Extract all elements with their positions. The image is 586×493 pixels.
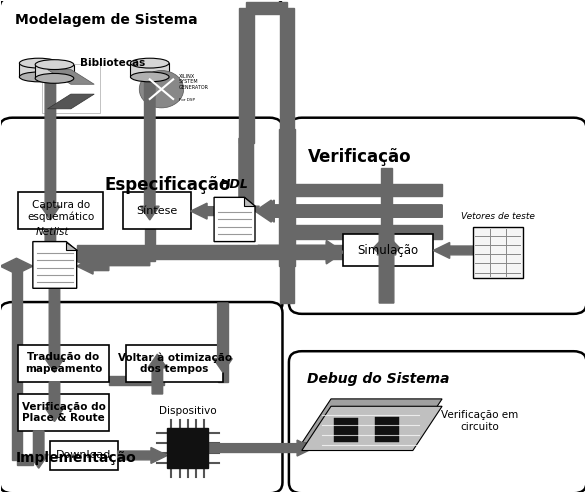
FancyArrow shape [233,139,260,220]
Bar [18,192,103,229]
Text: Dispositivo: Dispositivo [159,406,217,416]
Text: Debug do Sistema: Debug do Sistema [306,372,449,386]
Bar [77,246,343,257]
Ellipse shape [35,60,74,70]
Bar [19,63,58,77]
Text: Bibliotecas: Bibliotecas [80,58,145,68]
Bar [217,303,228,382]
FancyArrow shape [118,448,168,463]
FancyArrow shape [45,288,64,372]
Bar [239,8,254,143]
FancyArrow shape [77,258,109,274]
Bar [168,428,208,468]
Bar [17,456,33,465]
Bar [279,129,295,266]
Ellipse shape [19,72,58,82]
Text: Modelagem de Sistema: Modelagem de Sistema [15,13,198,27]
Ellipse shape [131,72,169,82]
Text: HDL: HDL [220,178,249,191]
Bar [381,168,392,234]
Bar [42,64,100,113]
Ellipse shape [35,73,74,83]
FancyArrow shape [45,382,64,422]
FancyBboxPatch shape [289,351,586,493]
Text: Voltar à otimização
dos tempos: Voltar à otimização dos tempos [118,352,231,374]
Text: Simulação: Simulação [357,244,418,257]
Bar [18,394,109,431]
Text: Verificação em
circuito: Verificação em circuito [441,410,519,432]
Polygon shape [47,70,94,84]
Text: Verificação: Verificação [308,148,411,166]
Ellipse shape [131,58,169,68]
FancyArrow shape [190,203,214,219]
Bar [131,63,169,77]
FancyArrow shape [373,234,400,303]
Bar [18,345,109,382]
FancyArrow shape [213,303,232,372]
Text: Netlist: Netlist [36,227,69,237]
FancyArrow shape [15,258,33,274]
Polygon shape [244,197,255,206]
Bar [287,184,442,196]
Text: Especificação: Especificação [104,176,230,194]
Bar [35,65,74,78]
FancyArrow shape [41,79,60,220]
FancyBboxPatch shape [0,302,282,493]
FancyBboxPatch shape [0,118,282,314]
FancyArrow shape [208,440,314,456]
Polygon shape [66,242,77,250]
Text: Vetores de teste: Vetores de teste [461,212,535,221]
Bar [473,227,523,279]
Bar [12,269,22,460]
Bar [145,229,155,261]
Bar [127,345,223,382]
Ellipse shape [19,58,58,68]
FancyArrow shape [261,242,343,264]
Bar [246,2,287,14]
Text: Download: Download [56,451,112,460]
FancyArrow shape [140,78,159,220]
Polygon shape [302,406,442,451]
Bar [77,246,343,259]
FancyArrow shape [258,200,442,222]
Bar [334,418,359,442]
FancyBboxPatch shape [0,0,282,130]
Bar [343,234,433,266]
FancyArrow shape [148,354,167,394]
Bar [109,376,165,385]
Text: Verificação do
Place & Route: Verificação do Place & Route [22,402,105,423]
FancyArrow shape [77,253,150,269]
Bar [280,8,294,303]
FancyArrow shape [255,200,442,222]
Polygon shape [47,94,94,109]
Bar [50,441,118,470]
Text: For DSP: For DSP [179,98,195,102]
Text: Síntese: Síntese [137,206,178,216]
FancyArrow shape [377,241,396,302]
FancyArrow shape [258,241,343,262]
Polygon shape [214,197,255,242]
Text: Tradução do
mapeamento: Tradução do mapeamento [25,352,102,374]
Bar [375,417,400,442]
FancyArrow shape [373,232,400,262]
FancyArrow shape [29,431,48,468]
Polygon shape [33,242,77,288]
Bar [287,225,442,239]
Text: Implementação: Implementação [15,451,136,465]
Text: Captura do
esquemático: Captura do esquemático [27,200,94,222]
Polygon shape [302,399,442,443]
Bar [124,192,190,229]
FancyBboxPatch shape [289,118,586,314]
Text: XILINX
SYSTEM
GENERATOR: XILINX SYSTEM GENERATOR [179,73,209,90]
Circle shape [139,70,183,108]
FancyArrow shape [41,229,60,269]
FancyArrow shape [433,243,473,258]
FancyArrow shape [0,258,17,274]
